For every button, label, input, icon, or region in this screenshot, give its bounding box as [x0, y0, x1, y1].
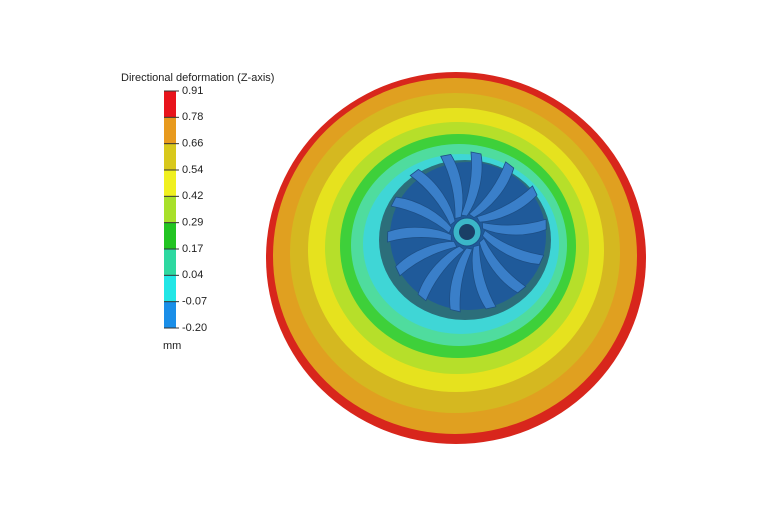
legend-label: 0.17 [182, 243, 203, 255]
legend-title: Directional deformation (Z-axis) [121, 72, 274, 84]
color-band [164, 143, 176, 171]
color-band [164, 117, 176, 145]
legend-label: 0.91 [182, 85, 203, 97]
legend-label: 0.78 [182, 111, 203, 123]
impeller-bore [459, 224, 475, 240]
color-band [164, 301, 176, 329]
legend-label: 0.29 [182, 217, 203, 229]
color-band [164, 249, 176, 276]
legend-label: 0.42 [182, 190, 203, 202]
color-band [164, 170, 176, 197]
color-band [164, 275, 176, 303]
legend-label: -0.07 [182, 296, 207, 308]
legend: Directional deformation (Z-axis) mm 0.91… [121, 72, 274, 352]
legend-unit: mm [163, 340, 181, 352]
color-band [164, 91, 176, 118]
legend-label: 0.54 [182, 164, 203, 176]
color-band [164, 196, 176, 224]
legend-label: -0.20 [182, 322, 207, 334]
color-band [164, 222, 176, 250]
legend-label: 0.66 [182, 138, 203, 150]
deformation-plot [266, 72, 646, 444]
legend-label: 0.04 [182, 269, 203, 281]
